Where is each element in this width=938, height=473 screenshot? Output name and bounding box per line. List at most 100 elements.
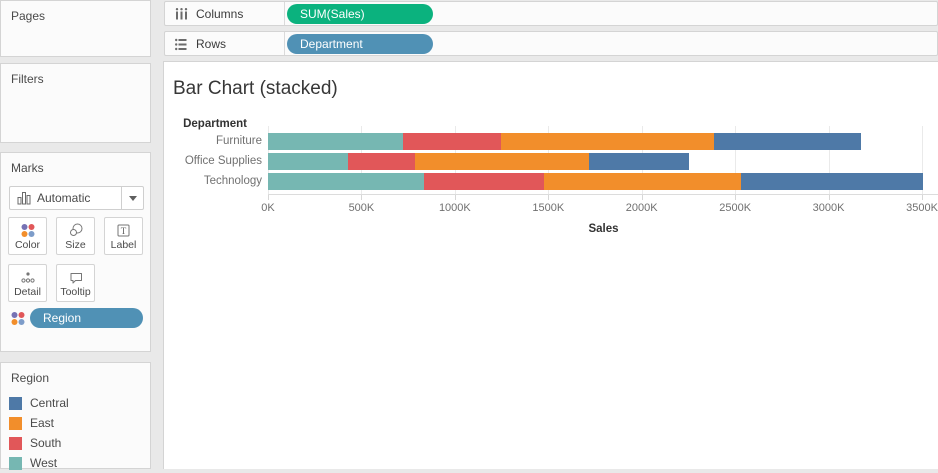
bar-segment-central[interactable] bbox=[740, 173, 923, 190]
detail-dots-icon bbox=[20, 268, 36, 286]
sidebar-divider bbox=[151, 0, 163, 469]
marks-button-label[interactable]: T Label bbox=[104, 217, 143, 255]
department-pill[interactable]: Department bbox=[287, 34, 433, 54]
filters-shelf[interactable]: Filters bbox=[0, 63, 151, 143]
legend-label: Central bbox=[30, 396, 69, 410]
gridline bbox=[828, 126, 830, 195]
label-t-icon: T bbox=[116, 221, 131, 239]
x-tick bbox=[735, 195, 737, 200]
legend-swatch bbox=[9, 456, 22, 470]
marks-button-detail[interactable]: Detail bbox=[8, 264, 47, 302]
bar-segment-east[interactable] bbox=[544, 173, 741, 190]
gridline bbox=[735, 126, 737, 195]
bar-track bbox=[268, 133, 862, 150]
chart-title: Bar Chart (stacked) bbox=[173, 78, 338, 99]
marks-button-label: Tooltip bbox=[60, 286, 91, 298]
legend-label: West bbox=[30, 456, 58, 470]
marks-button-label: Detail bbox=[14, 286, 41, 298]
bar-row-furniture: Furniture bbox=[164, 133, 923, 150]
marks-button-label: Size bbox=[65, 239, 86, 251]
rows-shelf[interactable]: Rows Department bbox=[164, 31, 938, 56]
mark-type-value: Automatic bbox=[37, 191, 91, 205]
legend-swatch bbox=[9, 436, 22, 450]
marks-button-color[interactable]: Color bbox=[8, 217, 47, 255]
region-pill[interactable]: Region bbox=[30, 308, 143, 328]
bar-track bbox=[268, 153, 690, 170]
bar-row-technology: Technology bbox=[164, 173, 923, 190]
color-dots-icon bbox=[9, 310, 26, 327]
sum-sales-pill[interactable]: SUM(Sales) bbox=[287, 4, 433, 24]
worksheet-view: Bar Chart (stacked) Department Furniture… bbox=[163, 61, 938, 469]
bar-segment-south[interactable] bbox=[424, 173, 544, 190]
bar-segment-west[interactable] bbox=[268, 153, 348, 170]
columns-shelf[interactable]: Columns SUM(Sales) bbox=[164, 1, 938, 26]
legend-item-east[interactable]: East bbox=[9, 413, 69, 433]
x-axis-title: Sales bbox=[588, 223, 619, 235]
bar-segment-west[interactable] bbox=[268, 133, 404, 150]
shelf-separator bbox=[284, 2, 285, 25]
marks-button-label: Label bbox=[110, 239, 137, 251]
x-tick-label: 2000K bbox=[625, 202, 658, 214]
legend-item-south[interactable]: South bbox=[9, 433, 69, 453]
bar-segment-east[interactable] bbox=[415, 153, 590, 170]
x-tick bbox=[641, 195, 643, 200]
bar-row-office-supplies: Office Supplies bbox=[164, 153, 923, 170]
x-tick bbox=[454, 195, 456, 200]
x-tick bbox=[922, 195, 923, 200]
legend-label: East bbox=[30, 416, 55, 430]
legend-swatch bbox=[9, 396, 22, 410]
legend-item-central[interactable]: Central bbox=[9, 393, 69, 413]
marks-card: Marks Automatic Color Size T Label Detail Too… bbox=[0, 152, 151, 352]
marks-button-tooltip[interactable]: Tooltip bbox=[56, 264, 95, 302]
rows-shelf-label: Rows bbox=[196, 36, 227, 51]
stacked-bar-rows: Furniture Office Supplies Technology bbox=[164, 133, 923, 193]
filters-label: Filters bbox=[11, 72, 44, 86]
x-tick-label: 2500K bbox=[719, 202, 752, 214]
bar-track bbox=[268, 173, 923, 190]
bar-chart-icon bbox=[17, 191, 31, 206]
x-tick-label: 0K bbox=[261, 202, 275, 214]
legend-items: Central East South West bbox=[9, 393, 69, 473]
x-tick bbox=[548, 195, 550, 200]
x-tick-label: 1500K bbox=[532, 202, 565, 214]
x-tick bbox=[828, 195, 830, 200]
svg-text:T: T bbox=[121, 226, 127, 236]
columns-shelf-label: Columns bbox=[196, 6, 244, 21]
legend-title: Region bbox=[11, 371, 50, 385]
x-tick bbox=[268, 195, 269, 200]
legend-label: South bbox=[30, 436, 62, 450]
row-field-header[interactable]: Department bbox=[183, 118, 247, 130]
mark-type-dropdown[interactable]: Automatic bbox=[9, 186, 144, 210]
pages-shelf[interactable]: Pages bbox=[0, 0, 151, 57]
columns-icon bbox=[174, 7, 189, 21]
mark-type-caret-button[interactable] bbox=[121, 187, 143, 209]
marks-button-label: Color bbox=[14, 239, 41, 251]
marks-buttons: Color Size T Label Detail Tooltip bbox=[8, 217, 148, 302]
marks-label: Marks bbox=[11, 161, 44, 175]
size-circles-icon bbox=[68, 221, 84, 239]
marks-color-shelf-row: Region bbox=[9, 308, 143, 328]
row-label[interactable]: Technology bbox=[203, 175, 262, 187]
rows-icon bbox=[174, 37, 189, 51]
row-label[interactable]: Office Supplies bbox=[184, 155, 262, 167]
bar-segment-south[interactable] bbox=[348, 153, 416, 170]
bar-segment-east[interactable] bbox=[501, 133, 715, 150]
bar-segment-south[interactable] bbox=[403, 133, 502, 150]
chevron-down-icon bbox=[128, 195, 137, 201]
row-label[interactable]: Furniture bbox=[215, 135, 262, 147]
tooltip-bubble-icon bbox=[68, 268, 84, 286]
gridline bbox=[922, 126, 923, 195]
legend-swatch bbox=[9, 416, 22, 430]
shelf-separator bbox=[284, 32, 285, 55]
x-tick-label: 1000K bbox=[438, 202, 471, 214]
bar-segment-central[interactable] bbox=[589, 153, 690, 170]
x-tick-label: 3500K bbox=[906, 202, 938, 214]
x-tick bbox=[361, 195, 363, 200]
bar-segment-central[interactable] bbox=[714, 133, 862, 150]
color-dots-icon bbox=[19, 221, 36, 239]
legend-item-west[interactable]: West bbox=[9, 453, 69, 473]
bar-segment-west[interactable] bbox=[268, 173, 424, 190]
color-legend: Region Central East South West bbox=[0, 362, 151, 470]
x-tick-label: 500K bbox=[348, 202, 375, 214]
marks-button-size[interactable]: Size bbox=[56, 217, 95, 255]
